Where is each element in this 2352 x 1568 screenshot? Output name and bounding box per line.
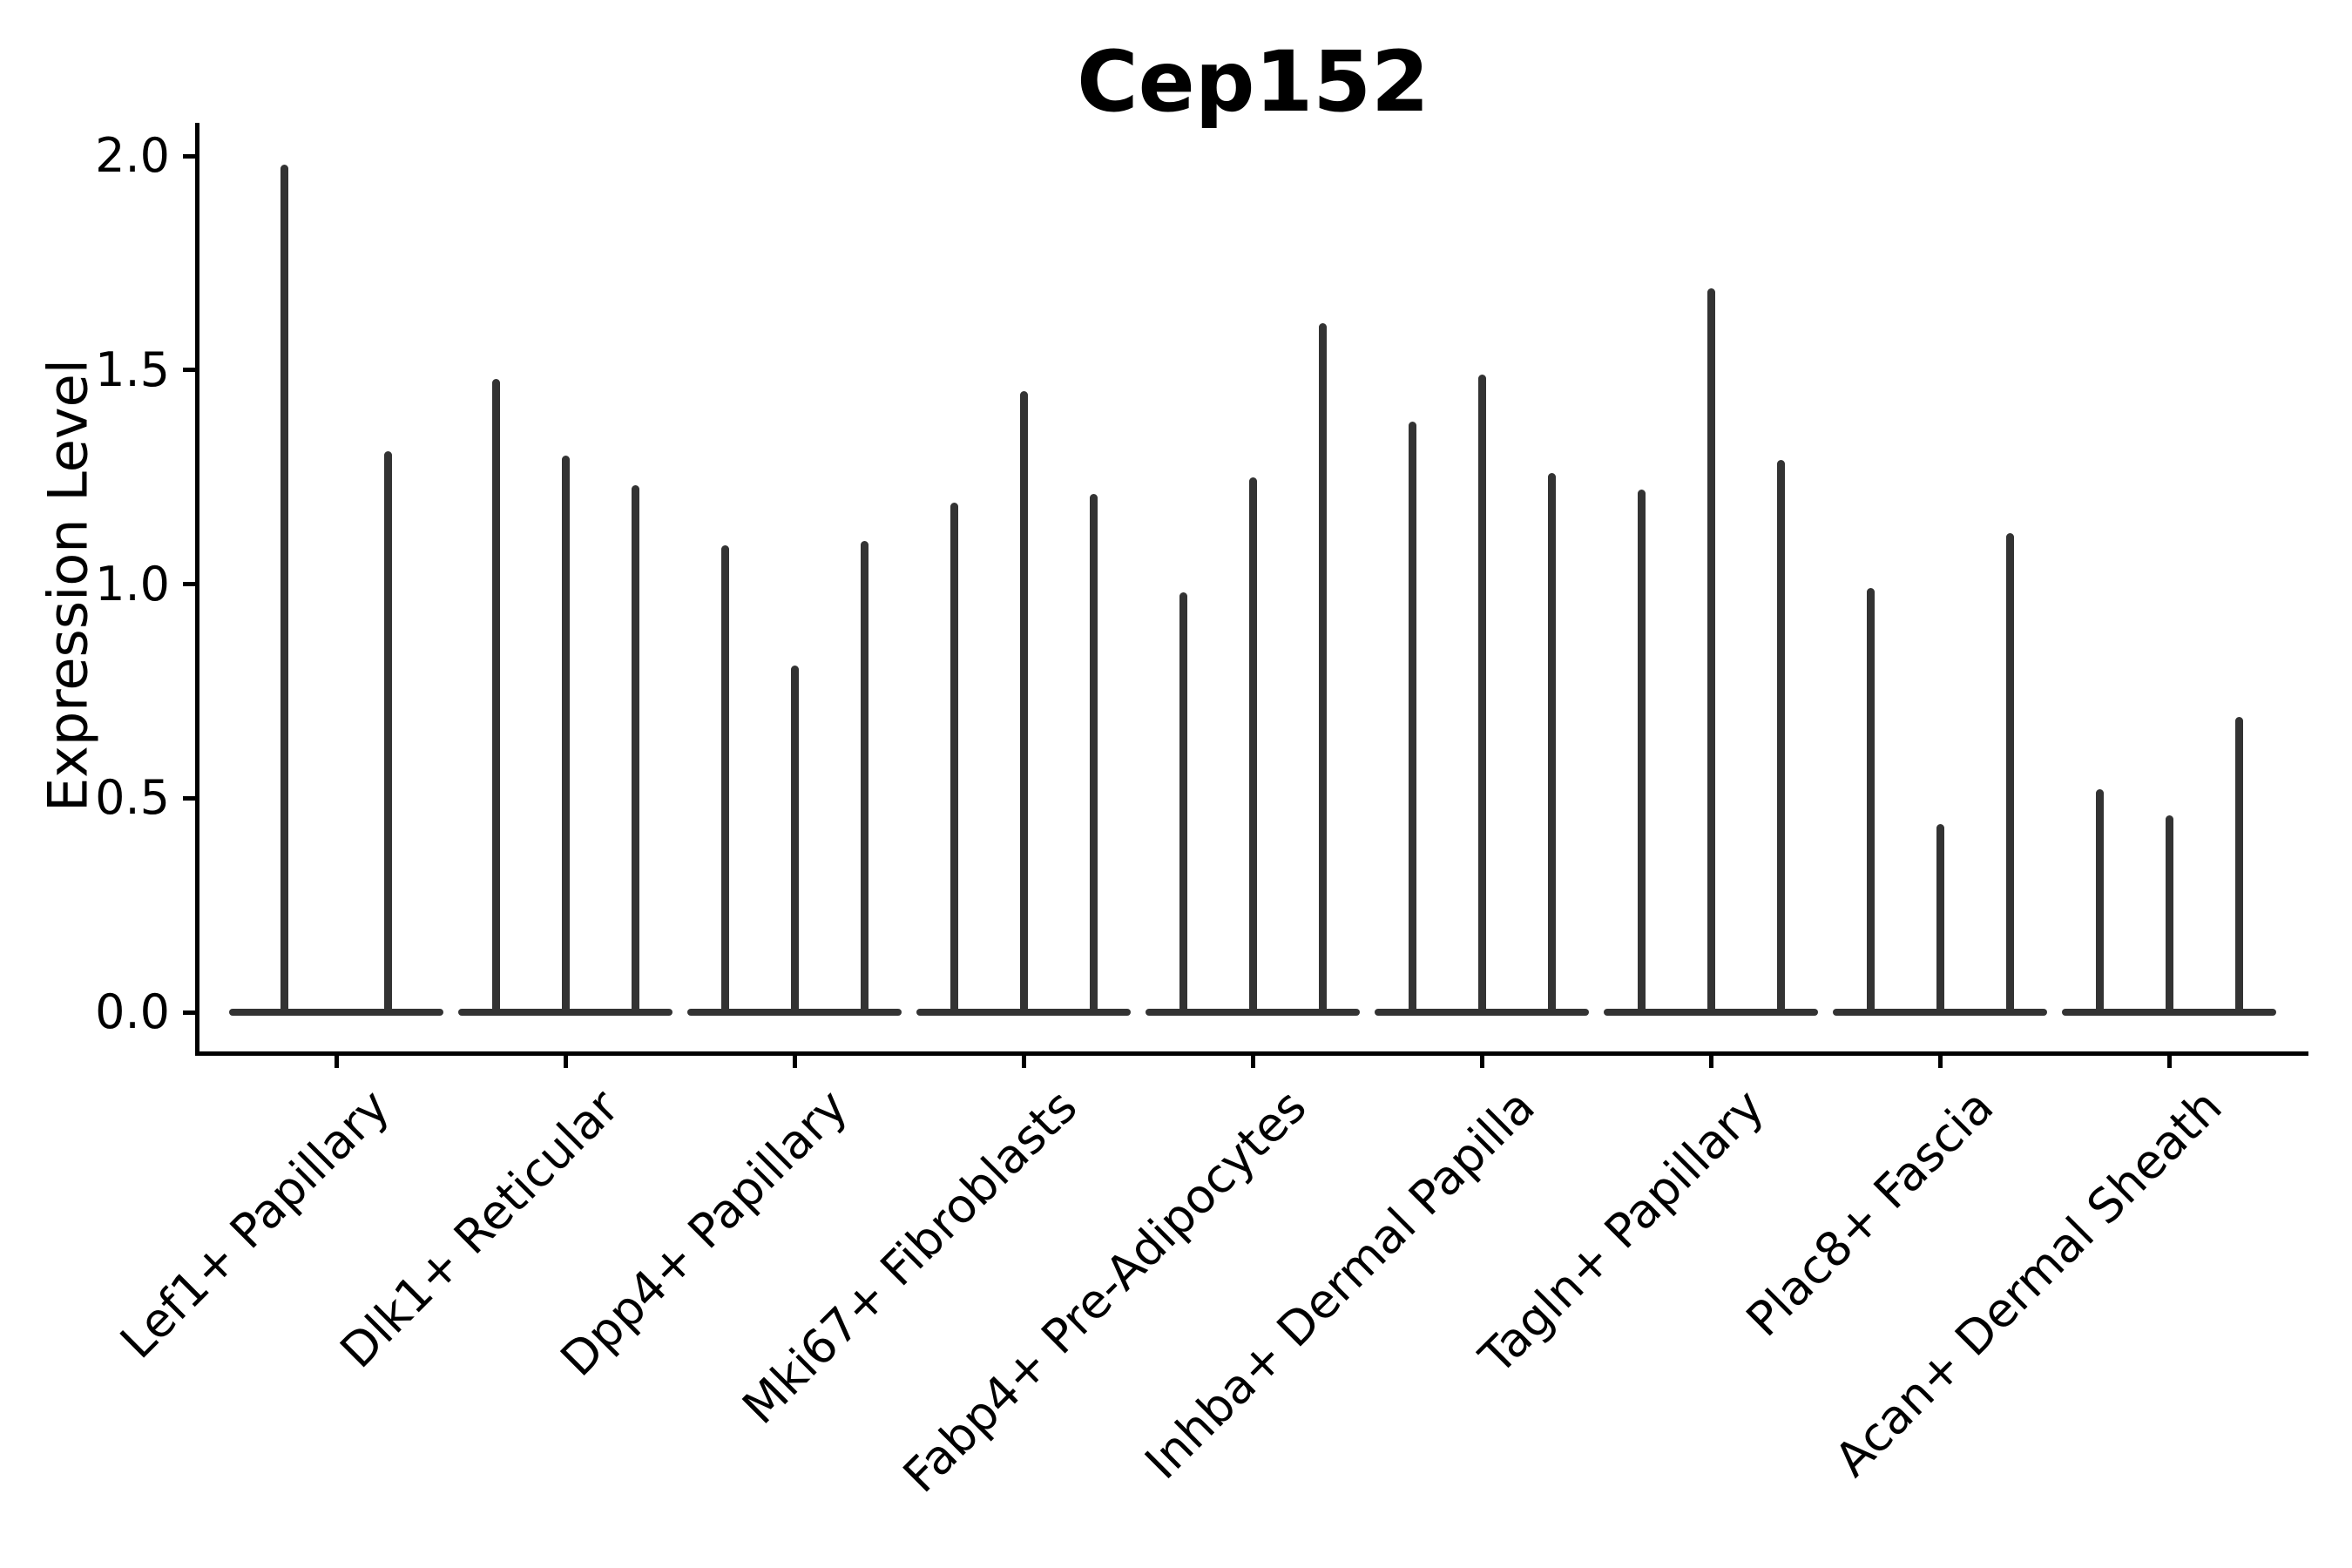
y-tick-label: 0.5 [95,770,170,826]
violin-spike [950,503,958,1016]
y-tick-label: 0.0 [95,984,170,1039]
x-tick-mark [1479,1055,1484,1068]
y-axis-spine [195,123,199,1056]
y-tick-mark [183,582,195,586]
x-tick-label: Acan+ Dermal Sheath [1824,1078,2234,1488]
violin-spike [1179,592,1187,1016]
x-tick-label: Fabp4+ Pre-Adipocytes [892,1078,1317,1504]
violin-spike [1707,288,1715,1016]
violin-spike [2234,716,2243,1016]
violin-spike [1318,322,1327,1016]
y-tick-label: 1.0 [95,556,170,612]
violin-spike [561,456,570,1016]
violin-spike [720,545,729,1016]
x-tick-label: Plac8+ Fascia [1735,1078,2004,1348]
violin-spike [631,485,639,1016]
y-tick-mark [183,153,195,159]
x-tick-mark [1021,1055,1026,1068]
violin-spike [1089,494,1098,1016]
x-tick-mark [1708,1055,1713,1068]
violin-spike [860,541,868,1016]
violin-spike [383,451,392,1016]
x-tick-mark [1250,1055,1255,1068]
x-tick-mark [1937,1055,1943,1068]
x-tick-mark [334,1055,339,1068]
violin-spike [1408,421,1416,1016]
violin-spike [1936,823,1944,1016]
y-tick-label: 1.5 [95,341,170,397]
x-axis-spine [195,1051,2308,1056]
y-tick-mark [183,368,195,373]
violin-spike [1019,391,1028,1016]
chart-title: Cep152 [1077,33,1429,131]
x-tick-label: Inhba+ Dermal Papilla [1134,1078,1546,1490]
violin-spike [1776,459,1785,1016]
violin-base [229,1009,443,1016]
violin-spike [2095,789,2104,1016]
violin-spike [280,164,288,1016]
x-tick-mark [2166,1055,2172,1068]
y-tick-mark [183,795,195,801]
violin-spike [1547,472,1556,1016]
x-tick-mark [792,1055,797,1068]
y-tick-label: 2.0 [95,128,170,183]
violin-spike [1477,374,1486,1016]
violin-spike [1637,490,1646,1016]
violin-spike [1248,476,1257,1016]
y-tick-mark [183,1010,195,1015]
x-tick-mark [563,1055,568,1068]
violin-spike [2165,814,2173,1016]
violin-spike [1866,588,1875,1016]
violin-spike [790,665,799,1016]
violin-spike [491,378,500,1016]
violin-spike [2005,532,2014,1016]
